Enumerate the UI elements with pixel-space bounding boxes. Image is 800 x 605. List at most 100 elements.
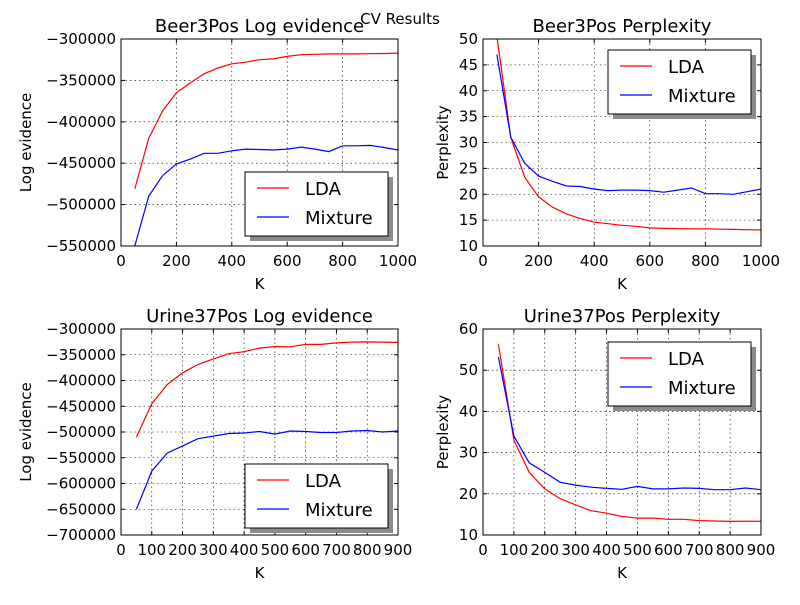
legend-box (607, 49, 752, 115)
chart-panel-4: 0 100 200 300 400 500 600 700 800 900 10 20 30 40 50 60… (434, 306, 775, 582)
chart-panel-1: 0 200 400 600 800 1000 −550000 −500000 −450000 −4… (17, 16, 417, 293)
x-tick-label: 700 (685, 541, 714, 559)
y-tick-label: −500000 (46, 196, 116, 214)
series-line-mixture (134, 144, 398, 246)
y-tick-label: −600000 (46, 475, 116, 493)
x-tick-label: 1000 (742, 252, 780, 270)
y-tick-label: 15 (459, 211, 478, 229)
y-tick-label: −650000 (46, 500, 116, 518)
y-axis-label: Log evidence (17, 382, 35, 482)
x-tick-label: 1000 (379, 252, 417, 270)
legend-label-lda: LDA (668, 349, 705, 370)
x-axis-label: K (617, 275, 628, 293)
y-tick-label: −400000 (46, 113, 116, 131)
legend: LDA Mixture (607, 341, 756, 411)
y-axis-label: Perplexity (434, 105, 452, 179)
x-axis-label: K (255, 564, 266, 582)
y-tick-label: 30 (459, 134, 478, 152)
legend-label-mixture: Mixture (668, 86, 736, 107)
y-tick-label: 50 (459, 361, 478, 379)
y-tick-label: 25 (459, 159, 478, 177)
x-tick-label: 800 (353, 541, 382, 559)
x-tick-label: 200 (168, 541, 197, 559)
x-axis-label: K (255, 275, 266, 293)
legend-box (607, 341, 752, 407)
y-tick-label: 60 (459, 320, 478, 338)
chart-title: Urine37Pos Perplexity (524, 306, 721, 327)
y-tick-label: −700000 (46, 526, 116, 544)
x-tick-label: 0 (116, 252, 126, 270)
x-tick-label: 600 (291, 541, 320, 559)
x-tick-label: 700 (322, 541, 351, 559)
y-tick-label: −550000 (46, 237, 116, 255)
legend-label-lda: LDA (668, 57, 705, 78)
y-tick-label: −350000 (46, 71, 116, 89)
y-tick-label: 10 (459, 237, 478, 255)
legend-box (244, 171, 389, 237)
y-axis-label: Log evidence (17, 93, 35, 193)
y-tick-label: −300000 (46, 320, 116, 338)
x-tick-label: 400 (580, 252, 609, 270)
x-tick-label: 800 (691, 252, 720, 270)
x-tick-label: 200 (530, 541, 559, 559)
plot-frame (482, 328, 762, 536)
y-tick-label: −450000 (46, 154, 116, 172)
legend-label-lda: LDA (305, 471, 342, 492)
y-tick-label: −550000 (46, 449, 116, 467)
x-axis-label: K (617, 564, 628, 582)
y-tick-label: 20 (459, 485, 478, 503)
plot-frame (120, 328, 399, 536)
y-axis-label: Perplexity (434, 395, 452, 469)
x-tick-label: 500 (623, 541, 652, 559)
chart-panel-2: 0 200 400 600 800 1000 10 15 20 25 30 35 40 45 50 Beer3… (434, 16, 780, 293)
y-tick-label: −350000 (46, 346, 116, 364)
chart-title: Beer3Pos Log evidence (155, 16, 364, 37)
chart-title: Urine37Pos Log evidence (146, 306, 373, 327)
y-tick-label: 10 (459, 526, 478, 544)
plot-frame (482, 38, 762, 247)
x-tick-label: 100 (137, 541, 166, 559)
x-tick-label: 200 (524, 252, 553, 270)
y-tick-label: 20 (459, 185, 478, 203)
y-tick-label: −450000 (46, 397, 116, 415)
x-tick-label: 600 (654, 541, 683, 559)
figure-suptitle: CV Results (360, 10, 440, 28)
x-tick-label: 100 (500, 541, 529, 559)
x-tick-label: 400 (217, 252, 246, 270)
x-tick-label: 900 (747, 541, 776, 559)
legend-label-lda: LDA (305, 179, 342, 200)
legend: LDA Mixture (244, 171, 393, 241)
x-tick-label: 300 (199, 541, 228, 559)
legend-label-mixture: Mixture (668, 378, 736, 399)
x-tick-label: 400 (230, 541, 259, 559)
series-line-mixture (497, 356, 761, 491)
x-tick-label: 800 (328, 252, 357, 270)
x-tick-label: 400 (592, 541, 621, 559)
y-tick-label: −500000 (46, 423, 116, 441)
x-tick-label: 600 (635, 252, 664, 270)
series-line-lda (497, 344, 761, 523)
chart-title: Beer3Pos Perplexity (533, 16, 712, 37)
chart-panel-3: 0 100 200 300 400 500 600 700 800 900 −700000 −6500… (17, 306, 412, 582)
y-tick-label: 40 (459, 402, 478, 420)
x-tick-label: 0 (478, 541, 488, 559)
series-line-mixture (135, 429, 398, 510)
y-tick-label: 35 (459, 108, 478, 126)
legend: LDA Mixture (244, 463, 393, 533)
plot-frame (120, 38, 399, 247)
x-tick-label: 500 (261, 541, 290, 559)
series-line-lda (134, 52, 398, 190)
legend: LDA Mixture (607, 49, 756, 119)
series-line-lda (135, 341, 398, 438)
x-tick-label: 800 (716, 541, 745, 559)
legend-label-mixture: Mixture (305, 208, 373, 229)
y-tick-label: −400000 (46, 372, 116, 390)
legend-box (244, 463, 389, 529)
x-tick-label: 600 (273, 252, 302, 270)
x-tick-label: 300 (561, 541, 590, 559)
x-tick-label: 200 (162, 252, 191, 270)
x-tick-label: 0 (478, 252, 488, 270)
series-line-lda (496, 39, 761, 231)
y-tick-label: 30 (459, 444, 478, 462)
